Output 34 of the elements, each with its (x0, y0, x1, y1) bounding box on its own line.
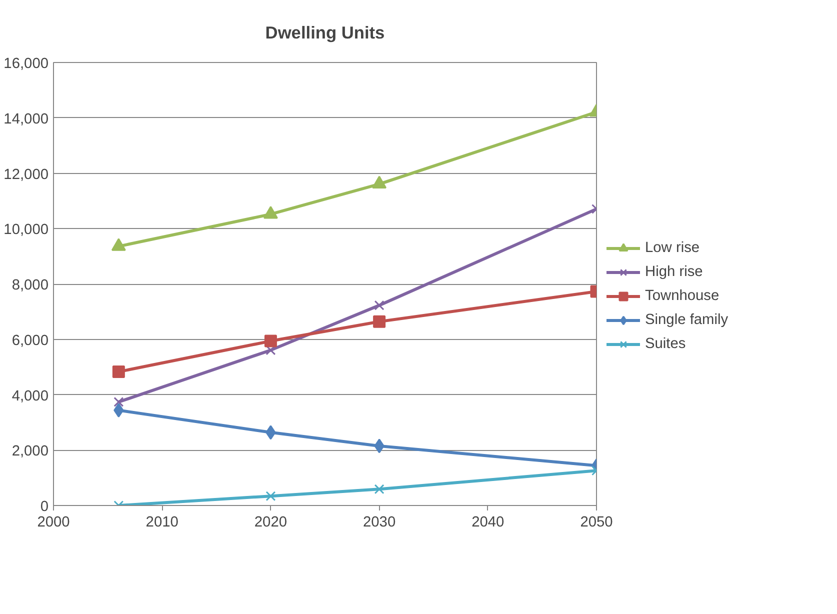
x-tick-label: 2040 (472, 514, 504, 530)
y-tick-label: 6,000 (12, 332, 49, 349)
point (111, 238, 126, 251)
point (114, 396, 124, 407)
legend-label: Single family (645, 312, 728, 328)
legend-label: Suites (645, 336, 686, 352)
chart-title: Dwelling Units (265, 22, 385, 42)
y-tick-label: 0 (40, 499, 49, 515)
point (373, 315, 386, 328)
y-tick-label: 14,000 (4, 111, 48, 128)
x-tick-label: 2010 (146, 514, 178, 530)
point (374, 438, 384, 454)
point (264, 334, 277, 348)
point (266, 425, 276, 440)
y-tick-label: 16,000 (4, 56, 48, 72)
y-tick-label: 12,000 (4, 166, 48, 183)
legend-label: Townhouse (645, 288, 720, 304)
x-tick-label: 2000 (37, 514, 70, 530)
point (372, 176, 387, 189)
point (266, 491, 276, 502)
y-tick-label: 2,000 (12, 444, 49, 460)
y-tick-label: 10,000 (4, 222, 48, 238)
point (263, 206, 278, 219)
y-tick-label: 8,000 (12, 278, 49, 294)
y-tick-label: 4,000 (12, 388, 49, 404)
point (112, 366, 125, 378)
x-tick-label: 2020 (254, 514, 288, 530)
point (374, 300, 384, 310)
x-tick-label: 2050 (580, 514, 613, 530)
x-tick-label: 2030 (363, 514, 396, 530)
point (374, 484, 384, 494)
point (114, 403, 124, 418)
legend-label: Low rise (645, 240, 700, 256)
legend-label: High rise (645, 264, 703, 280)
